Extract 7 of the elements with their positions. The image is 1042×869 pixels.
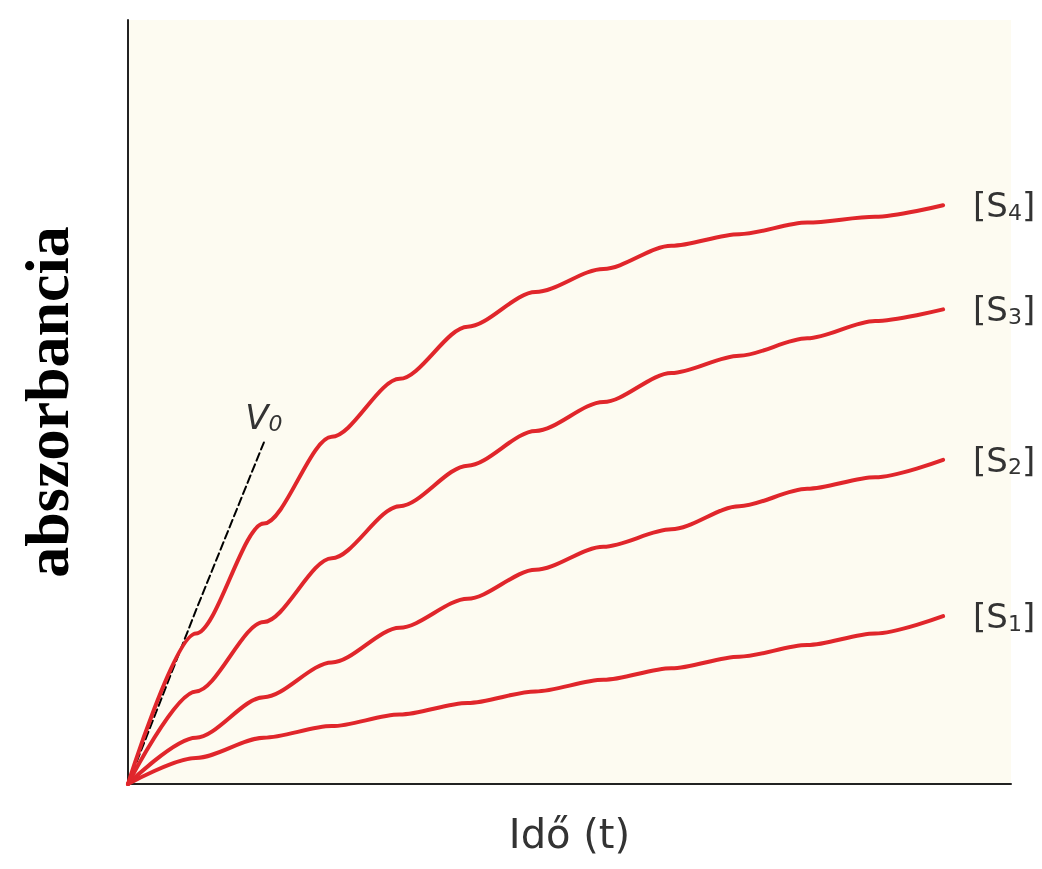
series-label: [S3] — [973, 289, 1036, 330]
x-axis-title: Idő (t) — [508, 811, 631, 857]
series-label: [S4] — [973, 185, 1036, 226]
series-label: V0 — [245, 396, 283, 437]
series-label: [S1] — [973, 596, 1036, 637]
series-label: [S2] — [973, 439, 1036, 480]
y-axis-title: abszorbancia — [13, 226, 81, 578]
